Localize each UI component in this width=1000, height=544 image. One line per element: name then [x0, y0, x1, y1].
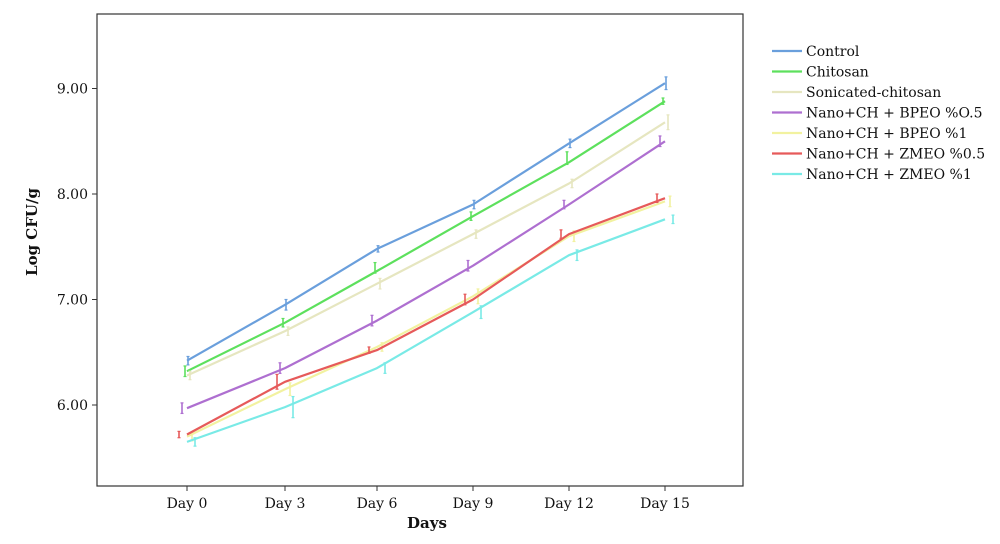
error-bar — [383, 362, 387, 374]
error-bar — [186, 355, 190, 366]
error-bar — [469, 211, 473, 221]
y-tick-label: 6.00 — [57, 398, 88, 414]
legend-item: Control — [772, 44, 860, 60]
error-bar — [278, 362, 282, 374]
y-axis-title: Log CFU/g — [23, 188, 41, 276]
series-layer — [177, 76, 675, 447]
legend-label: Nano+CH + ZMEO %1 — [806, 167, 972, 183]
legend-item: Nano+CH + ZMEO %0.5 — [772, 147, 985, 163]
series-3 — [180, 135, 666, 415]
legend-label: Nano+CH + BPEO %O.5 — [806, 106, 983, 122]
error-bar — [658, 135, 662, 148]
error-bar — [288, 382, 292, 397]
legend-item: Sonicated-chitosan — [772, 85, 941, 101]
error-bar — [466, 259, 470, 272]
error-bar — [474, 229, 478, 239]
series-1 — [183, 97, 666, 378]
error-bar — [183, 365, 187, 378]
error-bar — [373, 261, 377, 274]
error-bar — [479, 305, 483, 320]
legend-item: Nano+CH + ZMEO %1 — [772, 167, 972, 183]
y-tick-label: 9.00 — [57, 82, 88, 98]
error-bar — [286, 326, 290, 336]
error-bar — [275, 373, 279, 390]
legend: Control Chitosan Sonicated-chitosan Nano+CH… — [772, 44, 985, 183]
error-bar — [568, 138, 572, 149]
y-tick-label: 7.00 — [57, 293, 88, 309]
plot-frame — [96, 13, 744, 487]
series-line — [186, 140, 666, 410]
legend-item: Nano+CH + BPEO %O.5 — [772, 106, 983, 122]
legend-label: Nano+CH + ZMEO %0.5 — [806, 147, 985, 163]
error-bar — [281, 317, 285, 328]
error-bar — [376, 245, 380, 253]
x-tick-label: Day 12 — [544, 496, 594, 512]
x-tick-label: Day 15 — [640, 496, 690, 512]
series-line — [186, 200, 666, 438]
error-bar — [565, 151, 569, 166]
error-bar — [378, 277, 382, 290]
x-tick-label: Day 0 — [167, 496, 208, 512]
x-axis: Day 0 Day 3 Day 6 Day 9 Day 12 Day 15 — [167, 486, 690, 512]
error-bar — [367, 346, 371, 354]
error-bar — [180, 402, 184, 415]
error-bar — [661, 97, 665, 105]
series-line — [186, 218, 666, 443]
series-2 — [186, 114, 670, 381]
error-bar — [370, 314, 374, 327]
error-bar — [570, 178, 574, 189]
series-line — [186, 100, 666, 373]
series-0 — [186, 76, 668, 366]
error-bar — [668, 195, 672, 208]
series-5 — [177, 193, 666, 439]
legend-label: Chitosan — [806, 65, 869, 81]
error-bar — [655, 193, 659, 204]
error-bar — [671, 214, 675, 225]
x-tick-label: Day 3 — [265, 496, 306, 512]
series-line — [186, 82, 666, 362]
error-bar — [291, 395, 295, 419]
error-bar — [463, 293, 467, 306]
error-bar — [559, 229, 563, 239]
error-bar — [284, 298, 288, 311]
legend-label: Control — [806, 44, 860, 60]
y-axis: 6.00 7.00 8.00 9.00 — [57, 82, 97, 414]
error-bar — [472, 199, 476, 210]
legend-item: Nano+CH + BPEO %1 — [772, 126, 967, 142]
x-axis-title: Days — [407, 514, 447, 532]
legend-label: Nano+CH + BPEO %1 — [806, 126, 967, 142]
error-bar — [664, 76, 668, 91]
x-tick-label: Day 9 — [453, 496, 494, 512]
error-bar — [666, 114, 670, 131]
series-line — [186, 121, 666, 377]
series-6 — [186, 214, 675, 447]
error-bar — [188, 370, 192, 381]
error-bar — [177, 430, 181, 439]
error-bar — [575, 249, 579, 262]
error-bar — [562, 199, 566, 210]
x-tick-label: Day 6 — [357, 496, 398, 512]
y-tick-label: 8.00 — [57, 187, 88, 203]
error-bar — [193, 437, 197, 447]
series-line — [186, 197, 666, 436]
legend-item: Chitosan — [772, 65, 869, 81]
legend-label: Sonicated-chitosan — [806, 85, 941, 101]
